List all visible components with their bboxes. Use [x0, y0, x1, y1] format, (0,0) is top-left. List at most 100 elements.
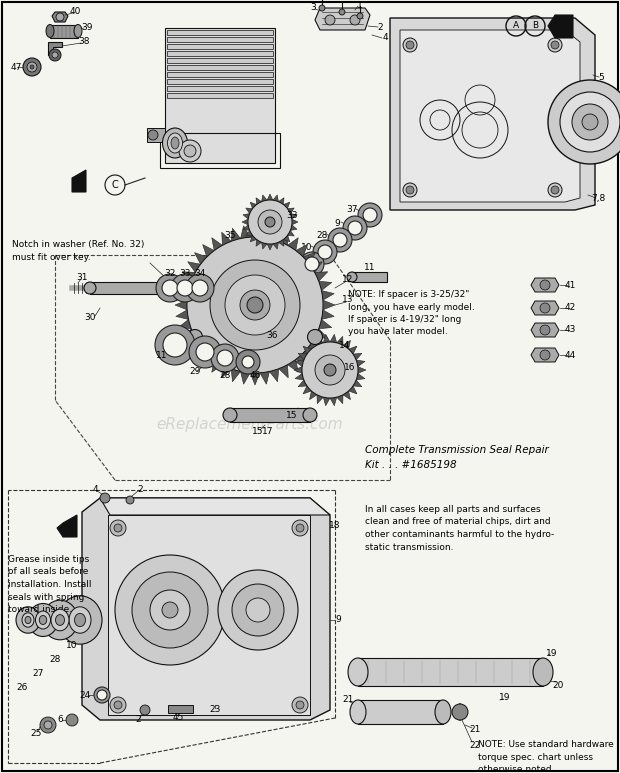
Circle shape [242, 356, 254, 368]
Text: In all cases keep all parts and surfaces
clean and free of material chips, dirt : In all cases keep all parts and surfaces… [365, 505, 554, 551]
Text: eReplacementParts.com: eReplacementParts.com [157, 417, 343, 433]
Polygon shape [548, 15, 573, 38]
Text: 35: 35 [224, 230, 236, 240]
Text: 17: 17 [262, 427, 274, 437]
Circle shape [162, 280, 178, 296]
Circle shape [189, 336, 221, 368]
Circle shape [150, 590, 190, 630]
Circle shape [56, 13, 64, 21]
Text: 13: 13 [342, 295, 354, 305]
Polygon shape [400, 30, 580, 202]
Ellipse shape [16, 607, 40, 633]
Circle shape [210, 260, 300, 350]
Circle shape [300, 252, 324, 276]
Text: 28: 28 [50, 656, 61, 665]
Text: 9: 9 [335, 615, 341, 625]
Polygon shape [52, 12, 68, 22]
Ellipse shape [42, 600, 78, 640]
Circle shape [333, 233, 347, 247]
Text: 9: 9 [291, 254, 297, 264]
Ellipse shape [25, 616, 31, 624]
Circle shape [126, 496, 134, 504]
Circle shape [30, 65, 34, 69]
Text: 15: 15 [286, 410, 298, 420]
Polygon shape [48, 42, 62, 55]
Text: 3: 3 [310, 4, 316, 12]
Text: M: M [559, 21, 570, 31]
Bar [50, 25, 78, 38]
Circle shape [115, 555, 225, 665]
Bar [167, 72, 273, 77]
Circle shape [296, 701, 304, 709]
Circle shape [114, 701, 122, 709]
Circle shape [548, 183, 562, 197]
Text: 19: 19 [499, 693, 511, 703]
Circle shape [319, 5, 325, 11]
Circle shape [211, 344, 239, 372]
Circle shape [232, 584, 284, 636]
Text: 33: 33 [286, 210, 298, 220]
Bar [168, 705, 193, 713]
Circle shape [40, 717, 56, 733]
Circle shape [265, 217, 275, 227]
Circle shape [572, 104, 608, 140]
Text: 22: 22 [469, 741, 481, 750]
Text: 6: 6 [57, 716, 63, 724]
Ellipse shape [167, 133, 182, 153]
Circle shape [44, 721, 52, 729]
Ellipse shape [187, 329, 203, 345]
Circle shape [49, 49, 61, 61]
Ellipse shape [51, 609, 69, 631]
Text: C: C [112, 180, 118, 190]
Text: Grease inside tips
of all seals before
installation. Install
seals with spring
t: Grease inside tips of all seals before i… [8, 555, 92, 614]
Polygon shape [175, 225, 335, 385]
Text: 42: 42 [564, 304, 575, 312]
Circle shape [156, 274, 184, 302]
Text: 9: 9 [334, 219, 340, 227]
Circle shape [225, 275, 285, 335]
Circle shape [246, 598, 270, 622]
Ellipse shape [350, 700, 366, 724]
Ellipse shape [74, 25, 82, 38]
Circle shape [23, 58, 41, 76]
Ellipse shape [28, 604, 58, 636]
Ellipse shape [533, 658, 553, 686]
Circle shape [582, 114, 598, 130]
Circle shape [258, 210, 282, 234]
Circle shape [236, 350, 260, 374]
Text: 38: 38 [78, 38, 90, 46]
Circle shape [315, 355, 345, 385]
Bar [167, 30, 273, 35]
Text: 33: 33 [179, 268, 191, 278]
Circle shape [313, 240, 337, 264]
Ellipse shape [223, 408, 237, 422]
Polygon shape [531, 348, 559, 362]
Ellipse shape [303, 408, 317, 422]
Ellipse shape [74, 614, 86, 627]
Circle shape [540, 350, 550, 360]
Circle shape [403, 38, 417, 52]
Circle shape [110, 520, 126, 536]
Circle shape [325, 15, 335, 25]
Ellipse shape [435, 700, 451, 724]
Polygon shape [315, 8, 370, 30]
Circle shape [305, 257, 319, 271]
Circle shape [318, 245, 332, 259]
Circle shape [357, 13, 363, 19]
Text: 37: 37 [346, 206, 358, 214]
Circle shape [218, 570, 298, 650]
Circle shape [343, 216, 367, 240]
Circle shape [240, 290, 270, 320]
Circle shape [339, 9, 345, 15]
Text: B: B [532, 22, 538, 30]
Text: 20: 20 [552, 680, 564, 690]
Polygon shape [242, 194, 298, 250]
Circle shape [403, 183, 417, 197]
Circle shape [540, 325, 550, 335]
Text: 19: 19 [546, 649, 558, 658]
Circle shape [350, 15, 360, 25]
Bar [167, 44, 273, 49]
Text: 11: 11 [156, 350, 168, 359]
Text: 4: 4 [92, 485, 98, 495]
Circle shape [540, 303, 550, 313]
